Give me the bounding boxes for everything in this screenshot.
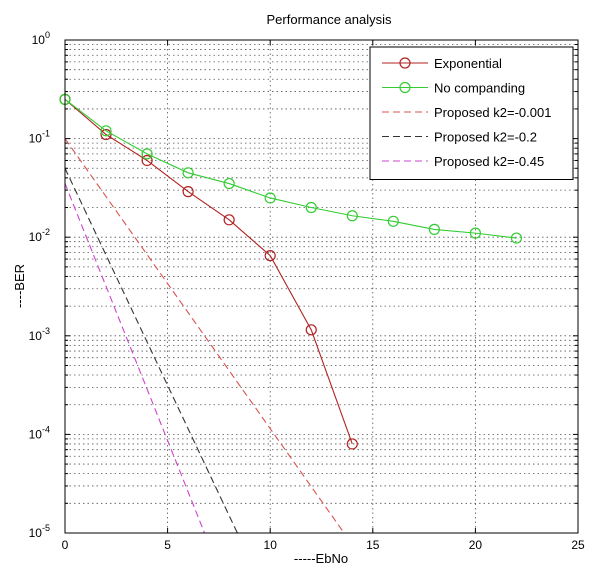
y-tick-label: 10-2 [29,227,50,244]
data-point [305,324,317,336]
data-point [223,177,235,190]
data-point [100,125,112,137]
chart-title: Performance analysis [267,12,392,27]
series-line-2 [64,98,517,239]
data-point [387,215,399,227]
data-point [469,227,481,239]
data-point [305,201,317,214]
data-point [182,186,194,198]
data-point [223,214,235,226]
data-point [264,250,276,262]
y-tick-label: 10-1 [29,129,50,146]
series-line-1 [64,98,353,445]
data-point [100,128,112,141]
data-point [182,167,194,179]
x-tick-label: 25 [571,538,585,552]
legend-label-2: No companding [434,81,525,96]
x-tick-label: 5 [164,538,171,552]
x-axis-label: -----EbNo [294,551,348,566]
plot-frame [64,39,579,534]
y-tick-label: 100 [32,30,50,47]
data-point [428,223,440,235]
data-point [141,154,153,167]
x-tick-label: 15 [366,538,380,552]
legend-marker [399,57,411,69]
legend-label-5: Proposed k2=-0.45 [434,154,544,169]
x-tick-label: 0 [62,538,69,552]
x-tick-label: 20 [469,538,483,552]
y-tick-label: 10-4 [29,424,50,441]
series-lines [59,93,523,534]
legend: Exponential No companding Proposed k2=-0.0… [369,46,574,180]
series-line-5 [64,183,206,534]
series-line-3 [64,138,345,534]
data-point [510,232,523,244]
x-ticks: 0 5 10 15 20 25 [62,40,585,552]
legend-label-3: Proposed k2=-0.001 [434,105,551,120]
legend-label-4: Proposed k2=-0.2 [434,130,537,145]
legend-marker [399,81,411,94]
data-point [141,148,153,160]
legend-label-1: Exponential [434,56,502,71]
y-tick-label: 10-3 [29,326,50,343]
data-point [346,438,358,450]
series-line-4 [64,168,238,534]
data-point [346,210,358,222]
y-tick-label: 10-5 [29,523,50,540]
x-tick-label: 10 [264,538,278,552]
legend-box [369,46,574,180]
data-point [264,192,276,204]
y-axis-label: ----BER [12,264,27,308]
